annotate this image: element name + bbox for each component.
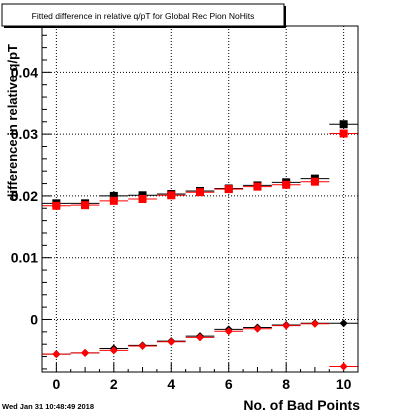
diamond-marker	[310, 319, 319, 328]
diamond-marker	[224, 327, 233, 336]
square-marker	[167, 191, 176, 200]
diamond-marker	[109, 346, 118, 355]
diamond-marker	[52, 350, 61, 359]
title-box-shadow	[284, 6, 286, 28]
square-marker	[109, 196, 118, 205]
square-marker	[339, 120, 348, 129]
square-marker	[138, 195, 147, 203]
y-tick-label: 0.03	[11, 126, 38, 142]
square-marker	[81, 201, 90, 210]
x-tick-label: 0	[52, 376, 60, 392]
square-marker	[253, 182, 262, 191]
square-marker	[339, 129, 348, 138]
y-tick-label: 0.01	[11, 250, 38, 266]
y-tick-label: 0.04	[11, 64, 38, 80]
y-tick-label: 0.02	[11, 188, 38, 204]
square-marker	[224, 185, 233, 194]
diamond-marker	[196, 333, 204, 342]
diamond-marker	[339, 362, 348, 371]
square-marker	[196, 188, 204, 197]
diamond-marker	[167, 337, 176, 346]
diamond-marker	[81, 348, 90, 357]
diamond-marker	[339, 319, 348, 328]
x-axis-label: No. of Bad Points	[243, 397, 360, 413]
x-tick-label: 2	[110, 376, 118, 392]
x-tick-label: 4	[167, 376, 175, 392]
diamond-marker	[138, 342, 147, 351]
square-marker	[282, 180, 291, 189]
x-tick-label: 10	[336, 376, 352, 392]
title-box-shadow-bottom	[4, 26, 286, 28]
axis-layer: 0 2 4 6 8 10 0 0.01 0.02 0.03 0.04	[11, 34, 352, 392]
x-tick-label: 6	[225, 376, 233, 392]
square-marker	[52, 201, 61, 210]
marker-layer	[42, 120, 358, 371]
square-marker	[109, 191, 118, 200]
y-tick-label: 0	[30, 311, 38, 327]
grid-layer	[42, 26, 358, 372]
diamond-marker	[253, 324, 262, 333]
diamond-marker	[282, 321, 291, 330]
x-tick-label: 8	[282, 376, 290, 392]
square-marker	[310, 177, 319, 186]
y-axis-label: difference in relative q/pT	[5, 44, 20, 202]
chart-title: Fitted difference in relative q/pT for G…	[32, 11, 255, 21]
timestamp: Wed Jan 31 10:48:49 2018	[2, 402, 94, 411]
